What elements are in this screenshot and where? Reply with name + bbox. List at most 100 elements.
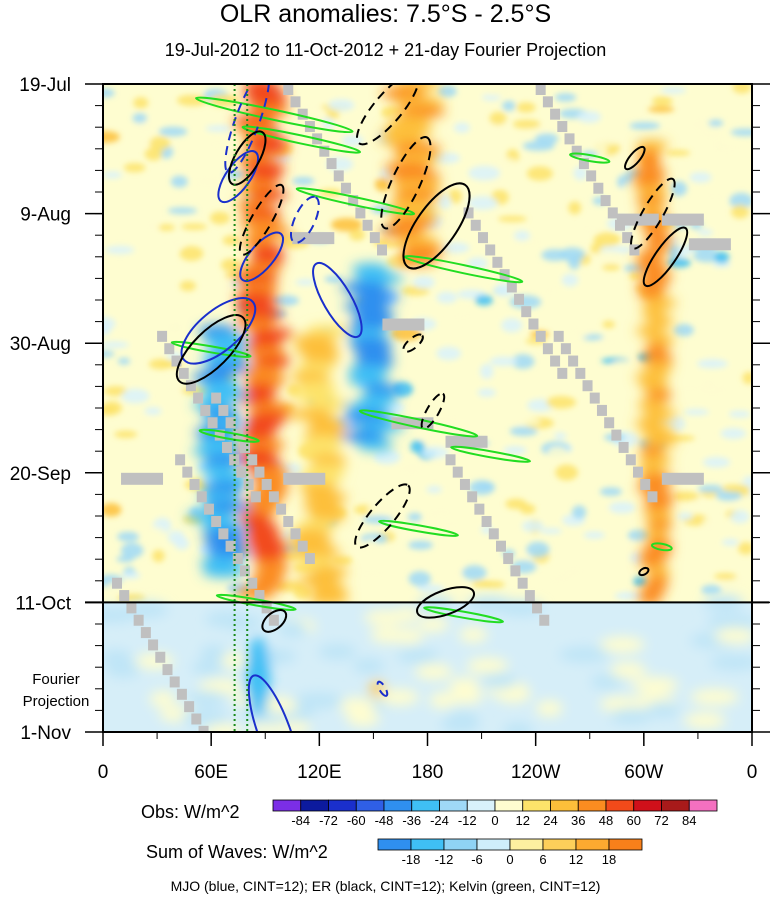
obs-anomaly-cell <box>721 484 751 493</box>
obs-anomaly-cell <box>167 530 185 545</box>
mjo-contour <box>239 231 285 283</box>
obs-anomaly-cell <box>730 128 752 137</box>
anomaly-band-cell <box>357 439 394 452</box>
x-tick-label: 0 <box>98 762 109 783</box>
missing-data-block <box>247 577 258 589</box>
missing-data-block <box>542 96 553 108</box>
anomaly-band-cell <box>632 176 665 189</box>
obs-anomaly-cell <box>437 85 457 98</box>
obs-anomaly-cell <box>616 306 641 316</box>
missing-data-block <box>182 466 193 478</box>
obs-anomaly-cell <box>381 401 405 415</box>
missing-data-block <box>140 627 151 639</box>
obs-anomaly-cell <box>696 359 728 369</box>
anomaly-band-cell <box>355 272 404 285</box>
mjo-contour <box>180 297 257 365</box>
anomaly-band-cell <box>311 584 348 597</box>
anomaly-band-cell <box>305 463 347 476</box>
obs-anomaly-cell <box>673 323 694 337</box>
waves-colorbar-box <box>509 838 544 851</box>
obs-anomaly-cell <box>103 131 120 143</box>
anomaly-band-cell <box>244 531 282 544</box>
missing-data-block <box>647 491 658 503</box>
obs-anomaly-cell <box>367 502 398 518</box>
anomaly-band-cell <box>199 556 240 569</box>
anomaly-band-cell <box>645 528 668 541</box>
waves-colorbar-label: -6 <box>471 852 483 867</box>
obs-anomaly-cell <box>541 249 569 262</box>
obs-anomaly-cell <box>114 430 138 439</box>
obs-anomaly-cell <box>667 415 686 432</box>
obs-colorbar-label: -12 <box>458 813 477 828</box>
obs-anomaly-cell <box>436 346 462 361</box>
obs-anomaly-cell <box>220 258 241 272</box>
missing-data-block <box>169 676 180 688</box>
obs-anomaly-cell <box>480 363 494 380</box>
obs-anomaly-cell <box>121 571 141 580</box>
er-contour <box>416 586 476 619</box>
obs-anomaly-cell <box>593 232 621 247</box>
obs-colorbar-box <box>577 799 607 812</box>
anomaly-band-cell <box>340 429 385 442</box>
missing-data-block <box>243 478 254 490</box>
obs-colorbar-label: 48 <box>599 813 613 828</box>
missing-data-block <box>268 491 279 503</box>
obs-anomaly-cell <box>534 133 559 145</box>
obs-anomaly-cell <box>598 338 622 347</box>
obs-anomaly-cell <box>132 413 154 424</box>
obs-anomaly-cell <box>479 84 510 96</box>
missing-data-block <box>283 516 294 527</box>
missing-data-block <box>481 516 492 527</box>
anomaly-band-cell <box>637 148 661 161</box>
anomaly-band-cell <box>247 142 290 155</box>
obs-anomaly-cell <box>373 449 401 465</box>
obs-anomaly-cell <box>448 188 462 204</box>
projection-cell <box>418 616 449 633</box>
missing-data-block <box>377 244 388 256</box>
obs-colorbar-box <box>661 799 690 812</box>
obs-anomaly-cell <box>205 125 233 132</box>
obs-anomaly-cell <box>742 476 752 484</box>
obs-anomaly-cell <box>509 426 538 436</box>
obs-anomaly-cell <box>103 401 123 415</box>
obs-anomaly-cell <box>628 270 643 280</box>
obs-anomaly-cell <box>136 527 165 534</box>
obs-anomaly-cell <box>602 263 621 271</box>
obs-anomaly-cell <box>710 140 727 151</box>
obs-anomaly-cell <box>665 149 691 157</box>
anomaly-band-cell <box>240 429 275 442</box>
anomaly-band-cell <box>245 522 280 535</box>
obs-colorbar-box <box>605 799 635 812</box>
obs-anomaly-cell <box>461 565 487 581</box>
obs-anomaly-cell <box>633 576 649 587</box>
waves-colorbar-box <box>608 838 643 851</box>
er-contour <box>402 333 424 353</box>
anomaly-band-cell <box>246 411 290 424</box>
missing-data-block <box>193 392 204 404</box>
er-contour <box>227 130 267 186</box>
missing-data-block <box>607 207 618 219</box>
missing-data-block <box>496 540 507 552</box>
obs-colorbar-label: -48 <box>375 813 394 828</box>
obs-anomaly-cell <box>547 446 568 459</box>
obs-anomaly-cell <box>135 121 156 135</box>
anomaly-band-cell <box>234 290 278 303</box>
missing-data-block <box>198 725 209 732</box>
anomaly-band-cell <box>644 435 678 448</box>
obs-anomaly-cell <box>105 245 135 255</box>
obs-anomaly-cell <box>583 531 606 539</box>
anomaly-band-cell <box>299 482 337 495</box>
missing-data-block <box>582 380 593 392</box>
anomaly-band-cell <box>296 519 337 532</box>
obs-anomaly-cell <box>511 354 535 369</box>
missing-data-block <box>557 367 568 379</box>
missing-data-bar <box>616 213 659 226</box>
x-tick-label: 60E <box>194 762 228 783</box>
anomaly-band-cell <box>309 565 349 578</box>
obs-anomaly-cell <box>449 312 476 322</box>
obs-colorbar-box <box>439 799 468 812</box>
kelvin-contour <box>650 542 673 552</box>
y-tick-label: 20-Sep <box>10 464 71 485</box>
anomaly-band-cell <box>198 491 238 504</box>
